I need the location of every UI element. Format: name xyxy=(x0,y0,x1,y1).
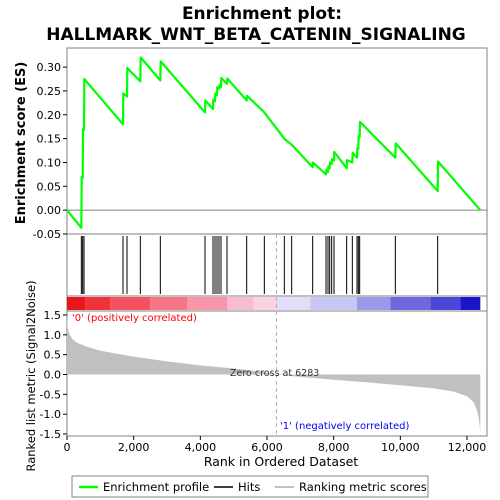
es-y-label: Enrichment score (ES) xyxy=(14,62,29,225)
x-tick-label: 8,000 xyxy=(318,441,350,454)
es-panel xyxy=(66,47,488,235)
heatmap-segment xyxy=(110,297,151,310)
x-tick-label: 4,000 xyxy=(185,441,217,454)
heatmap-segment xyxy=(390,297,431,310)
metric-y-label: Ranked list metric (Signal2Noise) xyxy=(24,280,38,471)
x-axis: 0 2,000 4,000 6,000 8,000 10,000 12,000 xyxy=(64,436,487,454)
legend-profile-label: Enrichment profile xyxy=(103,480,209,494)
zero-cross-label: Zero cross at 6283 xyxy=(230,368,319,379)
legend-box xyxy=(71,475,429,498)
heatmap-segment xyxy=(67,297,86,310)
heatmap-segment xyxy=(253,297,277,310)
chart-title-line2: HALLMARK_WNT_BETA_CATENIN_SIGNALING xyxy=(46,25,466,45)
metric-y-axis: -1.5 -1.0 -0.5 0.0 0.5 1.0 1.5 xyxy=(40,309,67,441)
positive-correlation-label: '0' (positively correlated) xyxy=(72,313,197,324)
heatmap-segment xyxy=(460,297,481,310)
metric-y-tick-label: 0.5 xyxy=(44,349,62,362)
heatmap-segment xyxy=(357,297,391,310)
x-tick-label: 10,000 xyxy=(381,441,420,454)
x-tick-label: 6,000 xyxy=(251,441,283,454)
heatmap-segment xyxy=(150,297,187,310)
legend-hits-label: Hits xyxy=(238,480,260,494)
enrichment-profile-line xyxy=(66,56,482,229)
ranking-metric xyxy=(67,234,481,436)
enrichment-profile xyxy=(66,56,482,229)
negative-correlation-label: '1' (negatively correlated) xyxy=(280,421,409,432)
metric-y-tick-label: -1.5 xyxy=(40,428,61,441)
metric-y-tick-label: 1.0 xyxy=(44,329,62,342)
metric-y-tick-label: 0.0 xyxy=(44,368,62,381)
x-tick-label: 12,000 xyxy=(448,441,487,454)
metric-y-tick-label: -1.0 xyxy=(40,408,61,421)
hit-markers xyxy=(80,236,439,294)
es-y-tick-label: 0.10 xyxy=(37,156,62,169)
es-y-tick-label: 0.25 xyxy=(37,85,62,98)
heatmap-segment xyxy=(227,297,254,310)
heatmap-segment xyxy=(310,297,357,310)
es-y-tick-label: 0.20 xyxy=(37,109,62,122)
heatmap-segment xyxy=(187,297,227,310)
x-axis-label: Rank in Ordered Dataset xyxy=(204,454,358,469)
ranking-metric-area xyxy=(67,317,481,432)
hits-panel xyxy=(66,233,488,297)
rank-heatmap xyxy=(67,297,481,310)
heatmap-segment xyxy=(430,297,461,310)
legend: Enrichment profile Hits Ranking metric s… xyxy=(71,475,429,498)
legend-metric-label: Ranking metric scores xyxy=(299,480,427,494)
es-y-axis: -0.05 0.00 0.05 0.10 0.15 0.20 0.25 0.30 xyxy=(33,61,67,241)
chart-title-line1: Enrichment plot: xyxy=(182,4,342,24)
es-y-tick-label: -0.05 xyxy=(33,228,61,241)
es-y-tick-label: 0.15 xyxy=(37,133,62,146)
x-tick-label: 2,000 xyxy=(118,441,150,454)
x-tick-label: 0 xyxy=(64,441,71,454)
heatmap-segment xyxy=(276,297,311,310)
metric-y-tick-label: -0.5 xyxy=(40,388,61,401)
metric-y-tick-label: 1.5 xyxy=(44,309,62,322)
es-y-tick-label: 0.05 xyxy=(37,180,62,193)
heatmap-segment xyxy=(85,297,111,310)
es-y-tick-label: 0.00 xyxy=(37,204,62,217)
es-y-tick-label: 0.30 xyxy=(37,61,62,74)
